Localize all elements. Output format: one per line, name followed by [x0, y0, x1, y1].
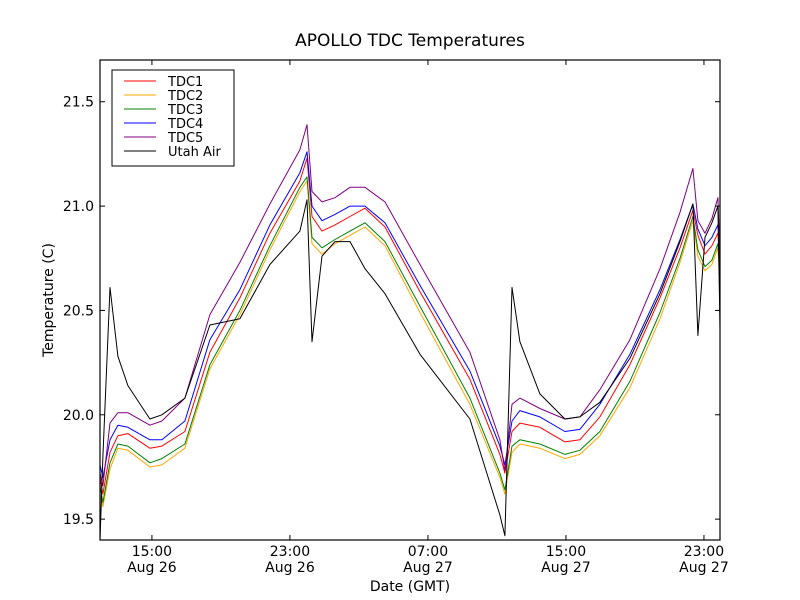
plot-frame	[99, 59, 721, 541]
y-axis: 19.5 20.0 20.5 21.0 21.5	[63, 95, 720, 528]
x-axis-label: Date (GMT)	[370, 579, 450, 595]
y-tick-label: 21.0	[63, 199, 94, 215]
series-lines	[99, 124, 721, 541]
legend-label-tdc5: TDC5	[167, 131, 203, 146]
x-tick-label-date: Aug 27	[403, 560, 453, 576]
y-tick-label: 19.5	[63, 512, 94, 528]
series-line-tdc4	[99, 151, 721, 478]
x-tick-label-date: Aug 26	[127, 560, 177, 576]
series-line-tdc5	[99, 124, 721, 487]
legend-label-tdc2: TDC2	[167, 89, 203, 104]
x-tick-label-time: 15:00	[132, 544, 172, 560]
y-axis-label: Temperature (C)	[41, 243, 57, 358]
x-tick-label-time: 07:00	[408, 544, 448, 560]
legend-label-tdc1: TDC1	[167, 75, 203, 90]
series-line-tdc3	[99, 176, 721, 503]
x-tick-label-time: 15:00	[546, 544, 586, 560]
y-tick-label: 20.5	[63, 303, 94, 319]
x-tick-label-time: 23:00	[684, 544, 724, 560]
y-tick-label: 21.5	[63, 95, 94, 111]
series-line-tdc1	[99, 157, 721, 495]
chart-title: APOLLO TDC Temperatures	[295, 31, 525, 51]
legend-label-utah-air: Utah Air	[168, 145, 221, 160]
legend-label-tdc4: TDC4	[167, 117, 203, 132]
series-line-tdc2	[99, 180, 721, 508]
y-tick-label: 20.0	[63, 408, 94, 424]
x-tick-label-date: Aug 27	[541, 560, 591, 576]
x-tick-label-time: 23:00	[270, 544, 310, 560]
legend-label-tdc3: TDC3	[167, 103, 203, 118]
x-tick-label-date: Aug 27	[679, 560, 729, 576]
legend-box	[111, 69, 235, 167]
series-line-utah-air	[99, 199, 721, 541]
x-tick-label-date: Aug 26	[265, 560, 315, 576]
